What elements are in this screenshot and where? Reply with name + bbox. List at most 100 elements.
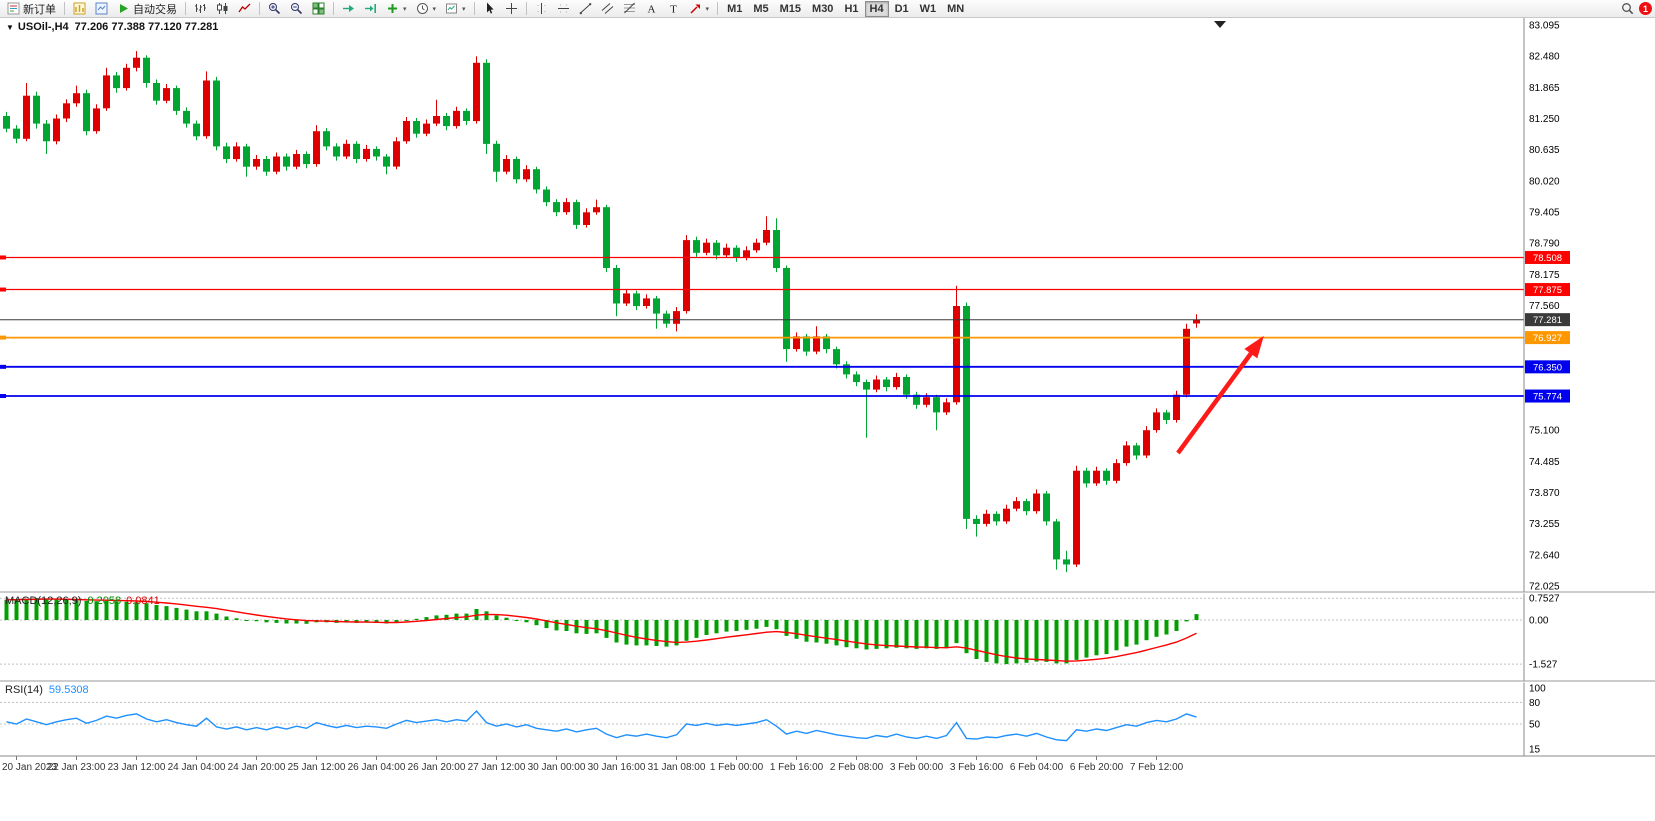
horizontal-line-button[interactable] — [553, 1, 574, 17]
toolbar-separator — [333, 2, 334, 15]
channel-button[interactable] — [597, 1, 618, 17]
vertical-line-icon — [537, 3, 546, 14]
svg-text:75.100: 75.100 — [1529, 426, 1560, 437]
profiles-icon — [95, 2, 108, 15]
svg-text:A: A — [647, 4, 655, 16]
zoom-out-button[interactable] — [286, 1, 307, 17]
svg-text:3 Feb 16:00: 3 Feb 16:00 — [950, 762, 1004, 773]
periods-button[interactable]: ▾ — [412, 1, 441, 17]
macd-main-value: 0.2058 — [87, 595, 122, 607]
vertical-line-button[interactable] — [531, 1, 552, 17]
horizontal-lines-layer — [0, 255, 1524, 399]
horizontal-line-icon — [557, 4, 569, 13]
line-chart-icon — [238, 3, 251, 13]
timeframe-button-w1[interactable]: W1 — [915, 1, 942, 17]
svg-text:6 Feb 20:00: 6 Feb 20:00 — [1070, 762, 1124, 773]
timeframe-button-d1[interactable]: D1 — [890, 1, 914, 17]
timeframe-button-m1[interactable]: M1 — [722, 1, 747, 17]
tile-windows-button[interactable] — [308, 1, 329, 17]
svg-text:81.865: 81.865 — [1529, 83, 1560, 94]
zoom-out-icon — [291, 3, 303, 15]
svg-text:30 Jan 00:00: 30 Jan 00:00 — [528, 762, 586, 773]
chevron-down-icon: ▾ — [705, 5, 710, 13]
templates-button[interactable]: ▾ — [441, 1, 470, 17]
current-price-badge — [1525, 313, 1570, 327]
timeframe-button-mn[interactable]: MN — [942, 1, 969, 17]
charts-button[interactable] — [69, 1, 90, 17]
svg-text:0.00: 0.00 — [1529, 616, 1549, 627]
toolbar-separator — [717, 2, 719, 15]
svg-text:T: T — [670, 4, 677, 16]
svg-text:72.640: 72.640 — [1529, 550, 1560, 561]
auto-trading-button[interactable]: 自动交易 — [113, 1, 181, 17]
indicators-add-icon — [388, 4, 397, 13]
macd-name: MACD(12,26,9) — [5, 595, 82, 607]
svg-text:26 Jan 20:00: 26 Jan 20:00 — [408, 762, 466, 773]
trend-arrow-annotation[interactable] — [1176, 335, 1264, 455]
timeframe-button-m30[interactable]: M30 — [807, 1, 838, 17]
profiles-button[interactable] — [91, 1, 112, 17]
text-label-button[interactable]: T — [663, 1, 684, 17]
auto-trading-label: 自动交易 — [133, 3, 177, 16]
timeframe-button-m5[interactable]: M5 — [748, 1, 773, 17]
chevron-down-icon: ▾ — [403, 5, 407, 13]
line-price-badge — [1525, 360, 1570, 374]
auto-scroll-button[interactable] — [338, 1, 359, 17]
svg-text:31 Jan 08:00: 31 Jan 08:00 — [648, 762, 706, 773]
svg-text:83.095: 83.095 — [1529, 21, 1560, 32]
clock-icon — [416, 3, 428, 14]
new-order-label: 新订单 — [23, 3, 56, 16]
rsi-value: 59.5308 — [48, 684, 89, 696]
toolbar-separator — [64, 2, 65, 15]
svg-text:80.020: 80.020 — [1529, 176, 1560, 187]
template-icon — [446, 3, 458, 14]
notification-badge[interactable]: 1 — [1639, 2, 1652, 15]
one-click-trading-toggle[interactable]: ▼ — [6, 23, 14, 32]
text-button[interactable]: A — [641, 1, 662, 17]
svg-text:3 Feb 00:00: 3 Feb 00:00 — [890, 762, 944, 773]
bar-chart-button[interactable] — [190, 1, 211, 17]
chart-shift-button[interactable] — [360, 1, 381, 17]
line-price-badge — [1525, 283, 1570, 297]
svg-text:1 Feb 16:00: 1 Feb 16:00 — [770, 762, 824, 773]
arrows-button[interactable]: ▾ — [685, 1, 714, 17]
zoom-in-button[interactable] — [264, 1, 285, 17]
timeframe-button-h1[interactable]: H1 — [839, 1, 863, 17]
chart-shift-marker[interactable] — [1214, 21, 1226, 28]
symbol-period-label: USOil-,H4 — [17, 21, 69, 33]
text-label-icon: T — [670, 4, 677, 16]
svg-text:78.508: 78.508 — [1533, 253, 1562, 264]
line-price-badge — [1525, 331, 1570, 345]
new-order-icon — [7, 2, 20, 15]
cursor-icon — [486, 2, 494, 14]
chart-plot-area[interactable] — [0, 18, 1524, 592]
timeframe-button-m15[interactable]: M15 — [775, 1, 806, 17]
candlestick-chart-button[interactable] — [212, 1, 233, 17]
svg-text:81.250: 81.250 — [1529, 114, 1560, 125]
svg-text:79.405: 79.405 — [1529, 208, 1560, 219]
svg-text:24 Jan 04:00: 24 Jan 04:00 — [168, 762, 226, 773]
svg-text:22 Jan 23:00: 22 Jan 23:00 — [48, 762, 106, 773]
svg-text:82.480: 82.480 — [1529, 52, 1560, 63]
crosshair-button[interactable] — [501, 1, 522, 17]
timeframe-button-h4[interactable]: H4 — [864, 0, 889, 17]
trendline-button[interactable] — [575, 1, 596, 17]
rsi-name: RSI(14) — [5, 684, 43, 696]
svg-text:15: 15 — [1529, 745, 1541, 756]
svg-text:24 Jan 20:00: 24 Jan 20:00 — [228, 762, 286, 773]
line-price-badge — [1525, 250, 1570, 264]
svg-text:27 Jan 12:00: 27 Jan 12:00 — [468, 762, 526, 773]
search-button[interactable] — [1617, 1, 1638, 17]
search-icon — [1622, 3, 1634, 15]
svg-text:80: 80 — [1529, 698, 1541, 709]
crosshair-icon — [505, 3, 517, 14]
svg-text:2 Feb 08:00: 2 Feb 08:00 — [830, 762, 884, 773]
cursor-button[interactable] — [479, 1, 500, 17]
price-axis[interactable]: 83.095 82.480 81.865 81.250 80.635 80.020 79.4… — [1523, 18, 1560, 756]
indicators-button[interactable]: ▾ — [382, 1, 411, 17]
fibonacci-button[interactable] — [619, 1, 640, 17]
line-chart-button[interactable] — [234, 1, 255, 17]
new-order-button[interactable]: 新订单 — [3, 1, 60, 17]
